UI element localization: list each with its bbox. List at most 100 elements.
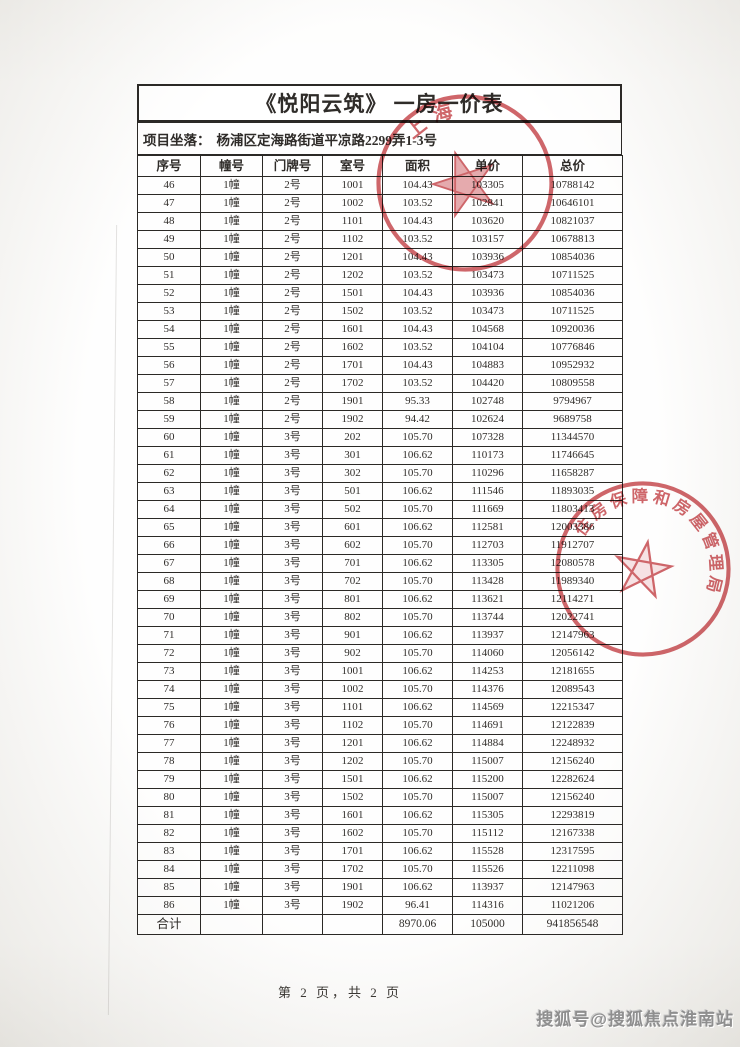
table-cell: 502 — [322, 500, 383, 519]
table-cell: 76 — [137, 716, 201, 735]
table-cell: 3号 — [262, 590, 323, 609]
table-cell: 103.52 — [382, 374, 453, 393]
table-cell: 1幢 — [200, 266, 263, 285]
table-cell: 47 — [137, 194, 201, 213]
table-cell: 105.70 — [382, 788, 453, 807]
table-cell: 58 — [137, 392, 201, 411]
table-cell: 10952932 — [522, 356, 623, 375]
table-cell: 12114271 — [522, 590, 623, 609]
table-cell: 105.70 — [382, 572, 453, 591]
table-cell: 85 — [137, 878, 201, 897]
table-row: 47 1幢 2号 1002 103.52 102841 10646101 — [137, 194, 623, 213]
table-cell: 3号 — [262, 788, 323, 807]
table-cell: 106.62 — [382, 878, 453, 897]
table-cell: 1901 — [322, 392, 383, 411]
table-cell: 1幢 — [200, 590, 263, 609]
table-cell: 1101 — [322, 698, 383, 717]
table-cell: 1幢 — [200, 554, 263, 573]
table-cell: 103.52 — [382, 230, 453, 249]
table-cell: 1幢 — [200, 392, 263, 411]
table-row: 57 1幢 2号 1702 103.52 104420 10809558 — [137, 374, 623, 393]
table-cell: 1幢 — [200, 626, 263, 645]
page-title: 《悦阳云筑》 一房一价表 — [137, 84, 622, 122]
table-cell: 59 — [137, 410, 201, 429]
table-cell: 1幢 — [200, 194, 263, 213]
table-cell: 3号 — [262, 536, 323, 555]
table-row: 61 1幢 3号 301 106.62 110173 11746645 — [137, 446, 623, 465]
table-cell: 12122839 — [522, 716, 623, 735]
table-cell: 10854036 — [522, 284, 623, 303]
table-cell: 9689758 — [522, 410, 623, 429]
table-cell: 1702 — [322, 860, 383, 879]
table-cell: 115528 — [452, 842, 523, 861]
column-header: 室号 — [322, 155, 383, 177]
price-table: 序号 幢号 门牌号 室号 面积 单价 总价 46 1幢 2号 1001 104.43 103305 10… — [137, 155, 623, 935]
table-cell: 2号 — [262, 302, 323, 321]
table-cell: 105.70 — [382, 752, 453, 771]
table-cell: 2号 — [262, 374, 323, 393]
table-cell: 55 — [137, 338, 201, 357]
table-cell: 114376 — [452, 680, 523, 699]
table-cell: 9794967 — [522, 392, 623, 411]
table-row: 54 1幢 2号 1601 104.43 104568 10920036 — [137, 320, 623, 339]
table-cell: 105.70 — [382, 716, 453, 735]
table-cell: 113428 — [452, 572, 523, 591]
project-location-row: 项目坐落： 杨浦区定海路街道平凉路2299弄1-3号 — [137, 122, 622, 155]
table-cell: 71 — [137, 626, 201, 645]
table-cell: 1幢 — [200, 572, 263, 591]
table-cell: 46 — [137, 176, 201, 195]
table-cell: 95.33 — [382, 392, 453, 411]
table-cell: 12080578 — [522, 554, 623, 573]
table-cell: 51 — [137, 266, 201, 285]
table-cell: 702 — [322, 572, 383, 591]
table-cell: 1幢 — [200, 428, 263, 447]
table-cell: 1幢 — [200, 518, 263, 537]
table-cell: 115200 — [452, 770, 523, 789]
table-cell: 10854036 — [522, 248, 623, 267]
table-cell: 96.41 — [382, 896, 453, 915]
column-header: 幢号 — [200, 155, 263, 177]
table-cell: 64 — [137, 500, 201, 519]
table-cell: 1幢 — [200, 608, 263, 627]
table-cell: 11658287 — [522, 464, 623, 483]
table-cell: 1幢 — [200, 878, 263, 897]
table-cell: 1702 — [322, 374, 383, 393]
table-cell: 11344570 — [522, 428, 623, 447]
table-cell: 3号 — [262, 770, 323, 789]
table-cell: 103.52 — [382, 338, 453, 357]
table-cell: 2号 — [262, 266, 323, 285]
table-body: 46 1幢 2号 1001 104.43 103305 10788142 47 1幢 2号 1002… — [137, 176, 623, 935]
table-cell: 10711525 — [522, 266, 623, 285]
table-cell: 2号 — [262, 230, 323, 249]
table-row: 74 1幢 3号 1002 105.70 114376 12089543 — [137, 680, 623, 699]
table-cell: 105.70 — [382, 860, 453, 879]
table-cell: 81 — [137, 806, 201, 825]
table-row: 59 1幢 2号 1902 94.42 102624 9689758 — [137, 410, 623, 429]
table-cell: 106.62 — [382, 734, 453, 753]
table-cell: 12147963 — [522, 878, 623, 897]
table-cell: 602 — [322, 536, 383, 555]
table-cell: 12003386 — [522, 518, 623, 537]
table-cell: 1幢 — [200, 842, 263, 861]
table-cell: 3号 — [262, 554, 323, 573]
table-cell: 3号 — [262, 482, 323, 501]
table-cell: 105.70 — [382, 608, 453, 627]
table-cell: 2号 — [262, 320, 323, 339]
table-cell: 1601 — [322, 806, 383, 825]
table-cell: 83 — [137, 842, 201, 861]
table-cell: 115526 — [452, 860, 523, 879]
column-header: 单价 — [452, 155, 523, 177]
table-row: 80 1幢 3号 1502 105.70 115007 12156240 — [137, 788, 623, 807]
table-cell: 103157 — [452, 230, 523, 249]
table-cell: 701 — [322, 554, 383, 573]
table-cell: 202 — [322, 428, 383, 447]
table-cell: 102748 — [452, 392, 523, 411]
page-number: 第 2 页，共 2 页 — [277, 985, 402, 1000]
table-cell: 1701 — [322, 356, 383, 375]
table-cell: 3号 — [262, 644, 323, 663]
table-cell: 1902 — [322, 410, 383, 429]
table-cell: 106.62 — [382, 446, 453, 465]
table-cell: 11021206 — [522, 896, 623, 915]
table-cell: 1202 — [322, 752, 383, 771]
table-cell: 106.62 — [382, 842, 453, 861]
